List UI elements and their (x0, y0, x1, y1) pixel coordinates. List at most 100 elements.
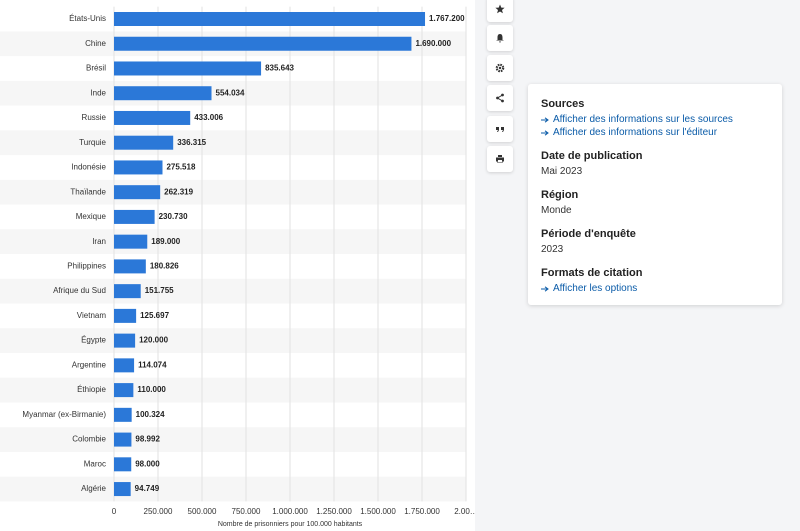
bar (114, 333, 136, 348)
section-title: Formats de citation (541, 267, 643, 279)
x-tick-label: 750.000 (232, 507, 261, 516)
row-band (0, 229, 466, 255)
x-tick-label: 2.00… (454, 507, 475, 516)
y-tick-label: Mexique (76, 212, 107, 221)
value-label: 1.690.000 (415, 39, 451, 48)
value-label: 180.826 (150, 262, 179, 271)
y-tick-label: Afrique du Sud (53, 286, 106, 295)
y-tick-label: Égypte (81, 336, 106, 345)
value-label: 120.000 (139, 336, 168, 345)
value-label: 110.000 (137, 385, 166, 394)
bar (114, 12, 426, 26)
bar (114, 308, 137, 323)
cite-button[interactable] (487, 116, 513, 142)
y-tick-label: Algérie (81, 484, 106, 493)
bar (114, 185, 161, 200)
x-tick-label: 1.000.000 (272, 507, 308, 516)
link-text: Afficher des informations sur l'éditeur (553, 127, 718, 138)
share-button[interactable] (487, 85, 513, 111)
bar (114, 284, 141, 299)
link[interactable]: Afficher des informations sur l'éditeur (541, 126, 769, 139)
section-title: Période d'enquête (541, 228, 636, 240)
y-tick-label: Inde (90, 88, 106, 97)
link[interactable]: Afficher les options (541, 282, 769, 295)
y-tick-label: Turquie (79, 138, 106, 147)
bar (114, 482, 131, 497)
y-tick-label: Chine (85, 39, 106, 48)
settings-button[interactable] (487, 55, 513, 81)
x-tick-label: 0 (112, 507, 117, 516)
section-text: Mai 2023 (541, 166, 583, 177)
value-label: 100.324 (136, 410, 165, 419)
value-label: 230.730 (159, 212, 188, 221)
link[interactable]: Afficher des informations sur les source… (541, 113, 769, 126)
section-title: Région (541, 189, 579, 201)
x-tick-label: 1.500.000 (360, 507, 396, 516)
row-band (0, 130, 466, 156)
chart: 0 250.000 500.000 750.000 1.000.000 1.250.000… (0, 0, 475, 531)
bar (114, 407, 132, 422)
value-label: 125.697 (140, 311, 169, 320)
section-title: Sources (541, 98, 585, 110)
print-button[interactable] (487, 146, 513, 172)
value-label: 554.034 (216, 88, 245, 97)
bar (114, 383, 134, 398)
bar (114, 209, 155, 224)
x-tick-label: 1.250.000 (316, 507, 352, 516)
row-band (0, 179, 466, 205)
value-label: 433.006 (194, 113, 223, 122)
value-label: 835.643 (265, 64, 294, 73)
favorite-button[interactable] (487, 0, 513, 22)
x-axis-title: Nombre de prisonniers pour 100.000 habit… (218, 521, 363, 528)
row-band (0, 476, 466, 502)
bar (114, 61, 262, 76)
bar (114, 110, 191, 125)
y-tick-label: Myanmar (ex-Birmanie) (22, 410, 106, 419)
y-tick-label: Vietnam (77, 311, 107, 320)
y-tick-label: Maroc (84, 459, 106, 468)
x-tick-label: 500.000 (188, 507, 217, 516)
bar (114, 135, 174, 150)
value-label: 98.000 (135, 459, 160, 468)
row-band (0, 278, 466, 304)
y-tick-label: Indonésie (71, 163, 106, 172)
y-tick-label: États-Unis (69, 14, 106, 23)
x-tick-label: 1.750.000 (404, 507, 440, 516)
value-label: 94.749 (135, 484, 160, 493)
bar (114, 259, 146, 274)
bar (114, 457, 132, 472)
alert-button[interactable] (487, 25, 513, 51)
bar (114, 432, 132, 447)
row-band (0, 427, 466, 452)
y-tick-label: Thaïlande (70, 187, 106, 196)
info-card: Sources Afficher des informations sur le… (528, 84, 782, 305)
y-tick-label: Éthiopie (77, 385, 106, 394)
y-tick-label: Iran (92, 237, 106, 246)
x-tick-label: 250.000 (144, 507, 173, 516)
section-text: 2023 (541, 244, 564, 255)
value-label: 262.319 (164, 187, 193, 196)
link-text: Afficher des informations sur les source… (553, 114, 733, 125)
row-band (0, 377, 466, 403)
row-band (0, 80, 466, 106)
section-title: Date de publication (541, 150, 643, 162)
bar (114, 36, 412, 51)
value-label: 189.000 (151, 237, 180, 246)
y-tick-label: Brésil (86, 64, 106, 73)
link-text: Afficher les options (553, 283, 638, 294)
value-label: 336.315 (177, 138, 206, 147)
row-band (0, 328, 466, 353)
y-tick-label: Philippines (67, 262, 106, 271)
bar (114, 86, 212, 101)
value-label: 114.074 (138, 360, 167, 369)
y-tick-label: Colombie (72, 435, 106, 444)
value-label: 1.767.200 (429, 14, 465, 23)
y-tick-label: Russie (82, 113, 107, 122)
value-label: 98.992 (135, 435, 160, 444)
value-label: 151.755 (145, 286, 174, 295)
bar (114, 234, 148, 249)
value-label: 275.518 (166, 163, 195, 172)
bar (114, 358, 135, 373)
section-text: Monde (541, 205, 572, 216)
